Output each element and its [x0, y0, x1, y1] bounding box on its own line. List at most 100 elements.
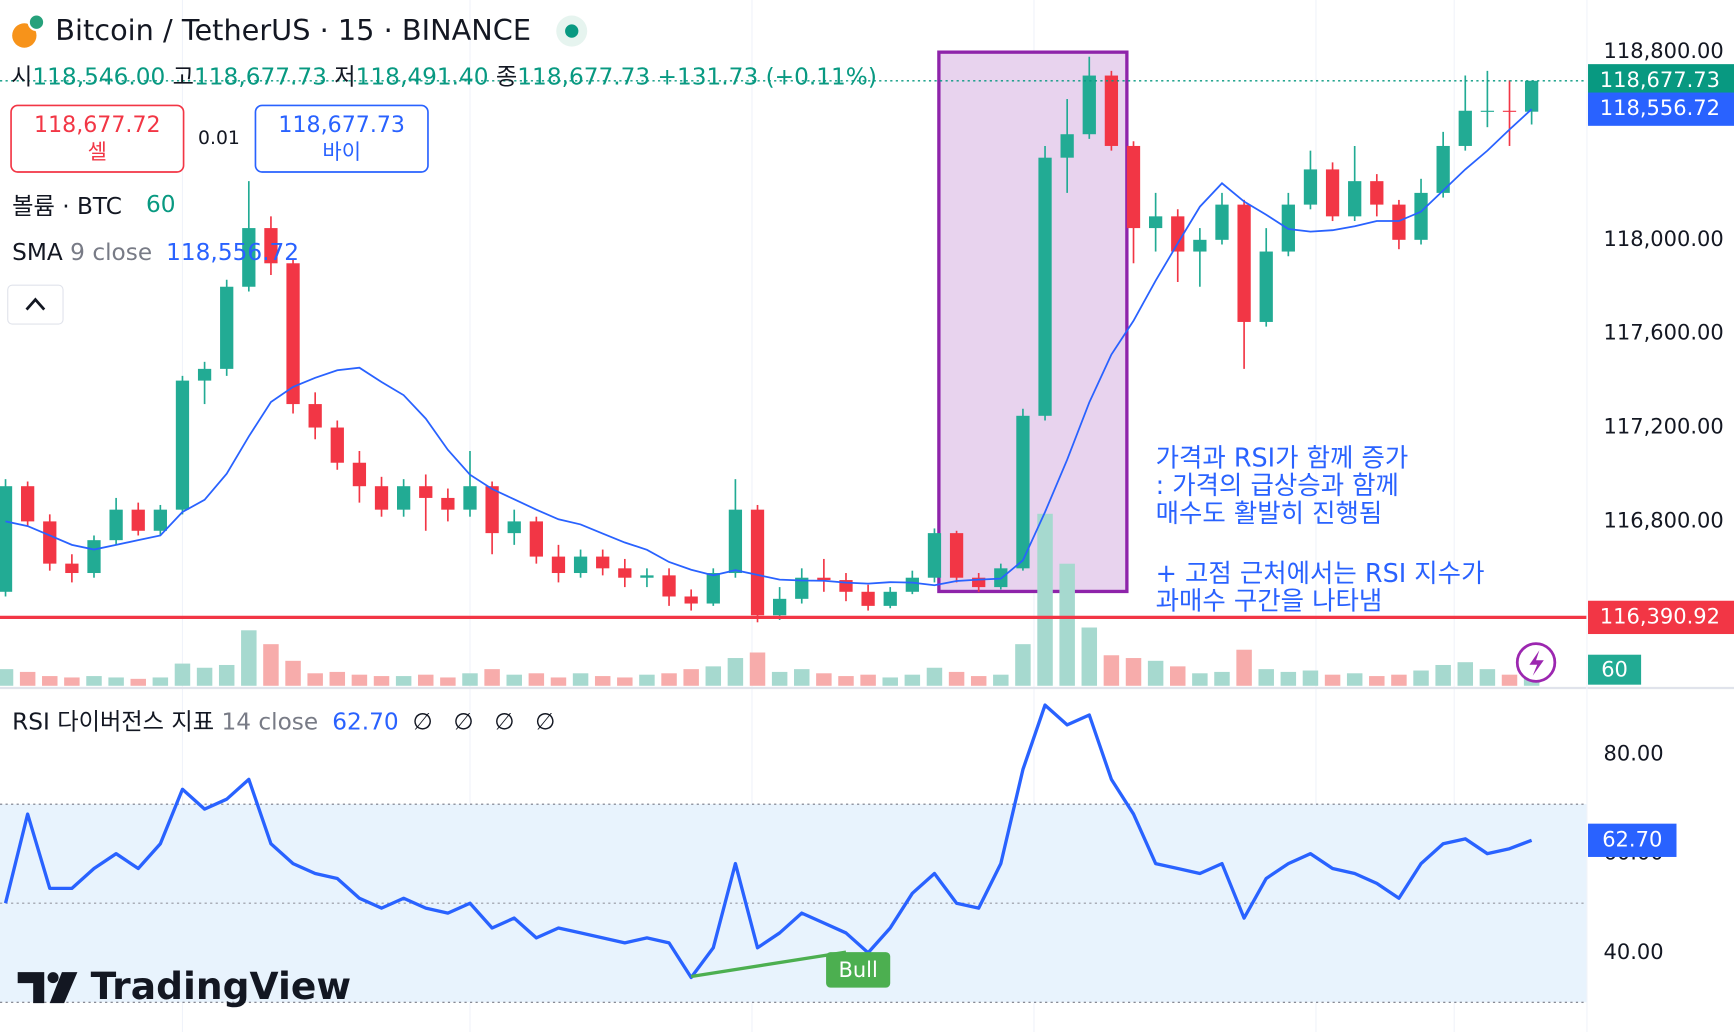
volume-bar — [285, 660, 301, 686]
candle-body — [861, 591, 875, 606]
volume-bar — [1324, 674, 1341, 686]
volume-bar — [705, 666, 722, 686]
candle-body — [1082, 75, 1096, 135]
buy-label[interactable]: 바이 — [322, 139, 361, 164]
volume-bar — [86, 676, 102, 686]
sma-tag — [1588, 92, 1734, 126]
volume-bar — [1435, 664, 1451, 686]
volume-bar — [617, 677, 633, 686]
y-tick-label: 40.00 — [1604, 939, 1664, 964]
collapse-button[interactable] — [7, 284, 64, 325]
volume-bar — [418, 674, 434, 686]
volume-bar — [727, 658, 744, 686]
sell-button[interactable] — [10, 104, 185, 173]
y-tick-label: 116,800.00 — [1604, 507, 1724, 532]
candle-body — [507, 521, 521, 534]
volume-bar — [263, 644, 279, 686]
sma-name: SMA — [12, 238, 63, 265]
volume-bar — [528, 673, 545, 686]
volume-bar — [594, 676, 611, 686]
annotation-line: + 고점 근처에서는 RSI 지수가 — [1156, 559, 1485, 589]
ohlc-legend: 시118,546.00 고118,677.73 저118,491.40 종118… — [11, 63, 877, 90]
candle-body — [662, 575, 676, 597]
candle-body — [21, 486, 35, 522]
volume-bar — [152, 677, 169, 686]
rsi-line — [3, 703, 1533, 980]
annotation-line: 과매수 구간을 나타냄 — [1156, 587, 1383, 617]
tradingview-logo: TradingView — [17, 964, 351, 1008]
alert-bolt[interactable] — [1529, 650, 1544, 676]
sma-value: 118,556.72 — [166, 238, 299, 265]
candle-body — [773, 598, 787, 616]
volume-bar — [1081, 627, 1098, 686]
ohlc-key: 종 — [496, 63, 517, 90]
candle-body — [419, 486, 433, 498]
spread: 0.01 — [198, 128, 240, 149]
candle-body — [728, 509, 743, 574]
candle-body — [972, 577, 986, 588]
collapse-icon[interactable] — [25, 297, 46, 311]
ohlc-value: 118,491.40 — [356, 63, 489, 90]
volume-bar — [196, 667, 213, 686]
volume-bar — [42, 676, 58, 686]
volume-bar — [1280, 671, 1297, 686]
rsi-legend: RSI 다이버전스 지표 14 close 62.70 ∅ ∅ ∅ ∅ — [12, 708, 562, 735]
candle-body — [197, 368, 212, 381]
candle-body — [1171, 216, 1185, 252]
candle-body — [65, 563, 79, 574]
candle-body — [1237, 204, 1251, 322]
volume-bar — [1236, 649, 1252, 686]
candle-body — [43, 521, 57, 564]
volume-bar — [307, 673, 323, 686]
y-tick-label: 80.00 — [1604, 741, 1664, 766]
volume-bar — [1346, 673, 1363, 686]
sell-price[interactable]: 118,677.72 — [34, 112, 161, 138]
annotation-line: : 가격의 급상승과 함께 — [1156, 471, 1399, 501]
rsi-params: 14 close — [221, 708, 318, 735]
volume-bar — [218, 664, 235, 686]
candle-body — [1458, 110, 1472, 146]
candle-body — [1370, 181, 1384, 205]
volume-bar — [1457, 662, 1474, 686]
candle-body — [1193, 239, 1207, 252]
y-tick-label: 117,600.00 — [1604, 320, 1724, 345]
divergence-badge — [826, 952, 891, 988]
buy-price[interactable]: 118,677.73 — [278, 112, 405, 138]
volume-bar — [661, 673, 677, 686]
divergence-line — [690, 950, 847, 979]
volume-bar — [1125, 658, 1142, 686]
candle-body — [1148, 216, 1163, 229]
candle-body — [286, 263, 300, 405]
ohlc-change: +131.73 (+0.11%) — [658, 63, 877, 90]
candle-body — [1524, 80, 1539, 112]
highlight-box — [937, 50, 1129, 594]
volume-bar — [771, 671, 788, 686]
volume-legend: 볼륨 · BTC — [12, 193, 122, 220]
rsi-title: RSI 다이버전스 지표 — [12, 708, 214, 735]
volume-bar — [440, 677, 456, 686]
candle-body — [640, 575, 654, 578]
ohlc-key: 고 — [173, 63, 194, 90]
candle-body — [308, 404, 322, 428]
candle-body — [264, 228, 278, 264]
annotation-line: 매수도 활발히 진행됨 — [1156, 499, 1383, 529]
candle-body — [441, 497, 455, 510]
y-tick-label: 118,000.00 — [1604, 226, 1724, 251]
volume-bar — [241, 630, 257, 686]
candle-body — [109, 509, 123, 541]
ohlc-key: 시 — [11, 63, 32, 90]
volume-bar — [1391, 674, 1407, 686]
volume-bar — [816, 673, 832, 686]
buy-button[interactable] — [254, 104, 429, 173]
volume-bar — [926, 667, 943, 686]
logo-mark — [17, 972, 45, 1004]
candle-body — [485, 486, 499, 534]
volume-bar — [484, 669, 500, 686]
sell-label[interactable]: 셀 — [88, 139, 107, 164]
candle-body — [397, 486, 411, 510]
volume-bar — [64, 677, 80, 686]
volume-bar — [1015, 644, 1031, 686]
candle-body — [905, 577, 919, 592]
candle-body — [596, 556, 610, 569]
